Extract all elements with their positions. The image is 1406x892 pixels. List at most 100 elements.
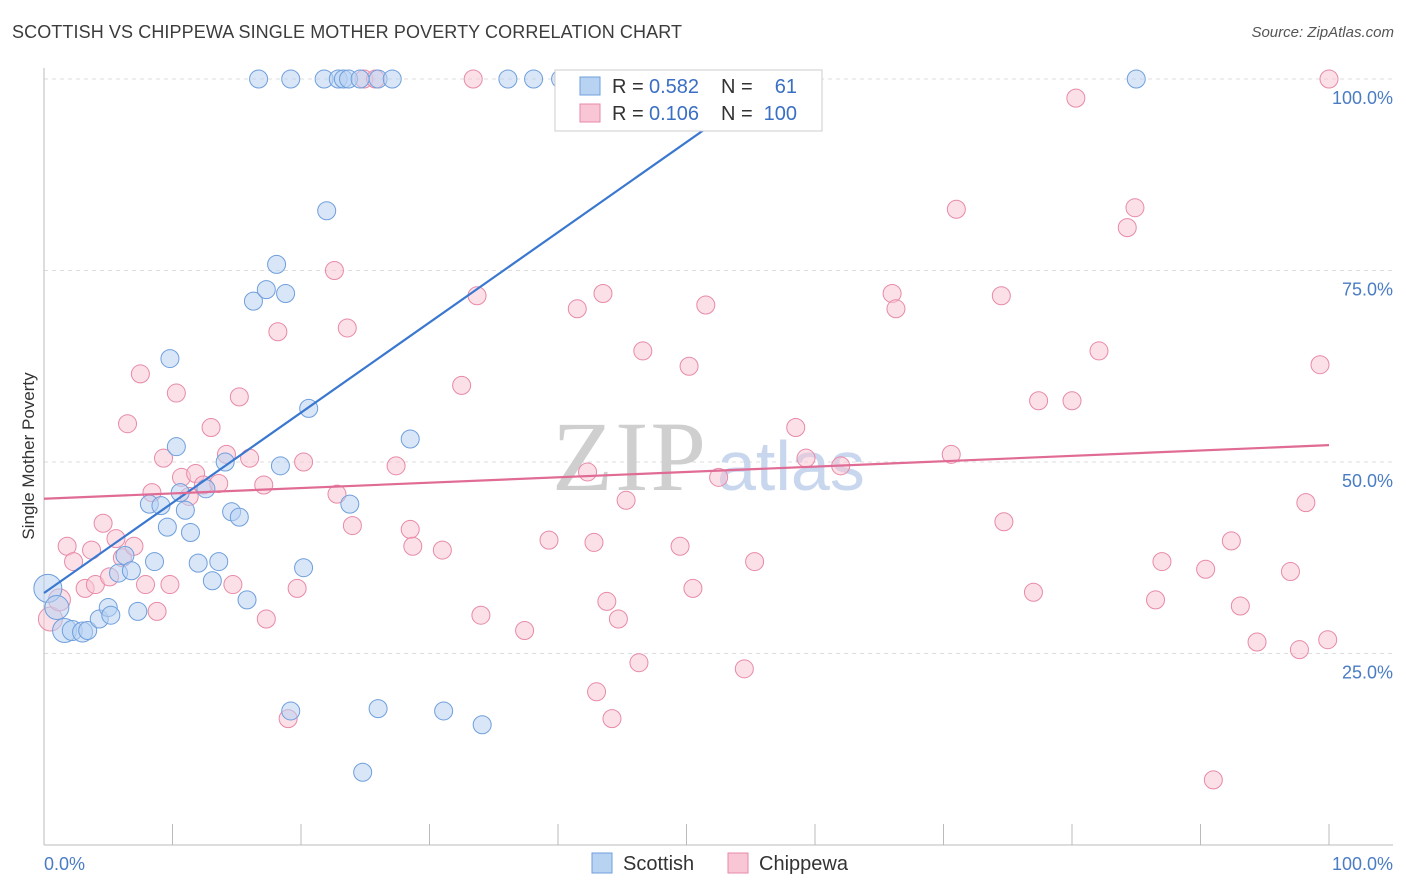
stats-n-label-chippewa: N = [721,103,753,125]
scottish-point [188,553,208,573]
chippewa-point [587,682,607,702]
y-tick-labels: 25.0% 50.0% 75.0% 100.0% [1332,88,1393,683]
grid-lines [44,78,1393,654]
legend-swatch-scottish [591,852,613,874]
scottish-point [243,291,263,311]
chippewa-point [1117,218,1137,238]
trend-lines [43,78,1330,594]
scottish-point [160,349,180,369]
scottish-point [101,605,121,625]
chippewa-point [386,456,406,476]
scottish-point [121,561,141,581]
chippewa-point [593,283,613,303]
stats-r-label-scottish: R = [612,76,644,98]
chippewa-point [432,540,452,560]
chippewa-point [683,578,703,598]
chippewa-point [254,475,274,495]
series-legend: Scottish Chippewa [591,852,849,875]
chippewa-point [696,295,716,315]
scottish-point [166,437,186,457]
chippewa-point [223,575,243,595]
chippewa-point [268,322,288,342]
scottish-point [1126,69,1146,89]
chippewa-point [342,516,362,536]
legend-swatch-chippewa [727,852,749,874]
chippewa-point [734,659,754,679]
scottish-point [175,500,195,520]
chippewa-point [64,552,84,572]
scottish-point [229,507,249,527]
stats-n-label-scottish: N = [721,76,753,98]
y-tick-label-100: 100.0% [1332,88,1393,108]
scottish-point [524,69,544,89]
scottish-point [353,762,373,782]
chippewa-point [709,467,729,487]
scottish-point [498,69,518,89]
chippewa-point [130,364,150,384]
chippewa-point [745,552,765,572]
chippewa-point [670,536,690,556]
chippewa-point [294,452,314,472]
chippewa-point [471,605,491,625]
chippewa-point [578,462,598,482]
chippewa-point [1203,770,1223,790]
legend-label-chippewa: Chippewa [759,853,849,875]
scottish-point [256,280,276,300]
scottish-point [209,552,229,572]
chippewa-point [633,341,653,361]
chippewa-point [1310,355,1330,375]
scottish-point [281,69,301,89]
chippewa-point [584,532,604,552]
scottish-point [382,69,402,89]
chippewa-point [452,375,472,395]
scottish-point [44,595,70,621]
chippewa-point [118,414,138,434]
chippewa-point [886,299,906,319]
chippewa-point [256,609,276,629]
scottish-point [350,69,370,89]
axes [43,68,1393,846]
x-tick-label-max: 100.0% [1332,854,1393,874]
scottish-point [145,552,165,572]
chippewa-point [147,601,167,621]
chippewa-point [106,529,126,549]
chippewa-point [93,513,113,533]
stats-r-value-scottish: 0.582 [649,76,699,98]
chippewa-point [597,591,617,611]
chippewa-point [567,299,587,319]
scottish-point [276,283,296,303]
chippewa-point [166,383,186,403]
stats-n-value-chippewa: 100 [764,103,797,125]
scottish-point [294,558,314,578]
chippewa-point [1319,69,1339,89]
chippewa-point [1289,640,1309,660]
stats-swatch-chippewa [579,103,601,123]
chippewa-point [327,484,347,504]
chippewa-point [515,621,535,641]
scottish-point [202,571,222,591]
chippewa-point [539,530,559,550]
scottish-point [237,590,257,610]
scottish-trend-line [43,78,778,594]
chippewa-point [1066,88,1086,108]
scottish-point [215,452,235,472]
chippewa-point [1221,531,1241,551]
chippewa-point [1247,632,1267,652]
chippewa-point [403,536,423,556]
stats-swatch-scottish [579,76,601,96]
chart-title: SCOTTISH VS CHIPPEWA SINGLE MOTHER POVER… [12,22,683,42]
chippewa-point [400,519,420,539]
chippewa-point [991,286,1011,306]
chippewa-point [1196,559,1216,579]
y-tick-label-25: 25.0% [1342,663,1393,683]
chippewa-point [616,490,636,510]
chippewa-trend-line [43,444,1330,500]
scottish-point [317,201,337,221]
chippewa-point [160,575,180,595]
source-label: Source: ZipAtlas.com [1251,24,1394,41]
scottish-point [78,621,98,641]
scottish-point [281,701,301,721]
scottish-point [400,429,420,449]
x-tick-label-min: 0.0% [44,854,85,874]
chippewa-point [229,387,249,407]
